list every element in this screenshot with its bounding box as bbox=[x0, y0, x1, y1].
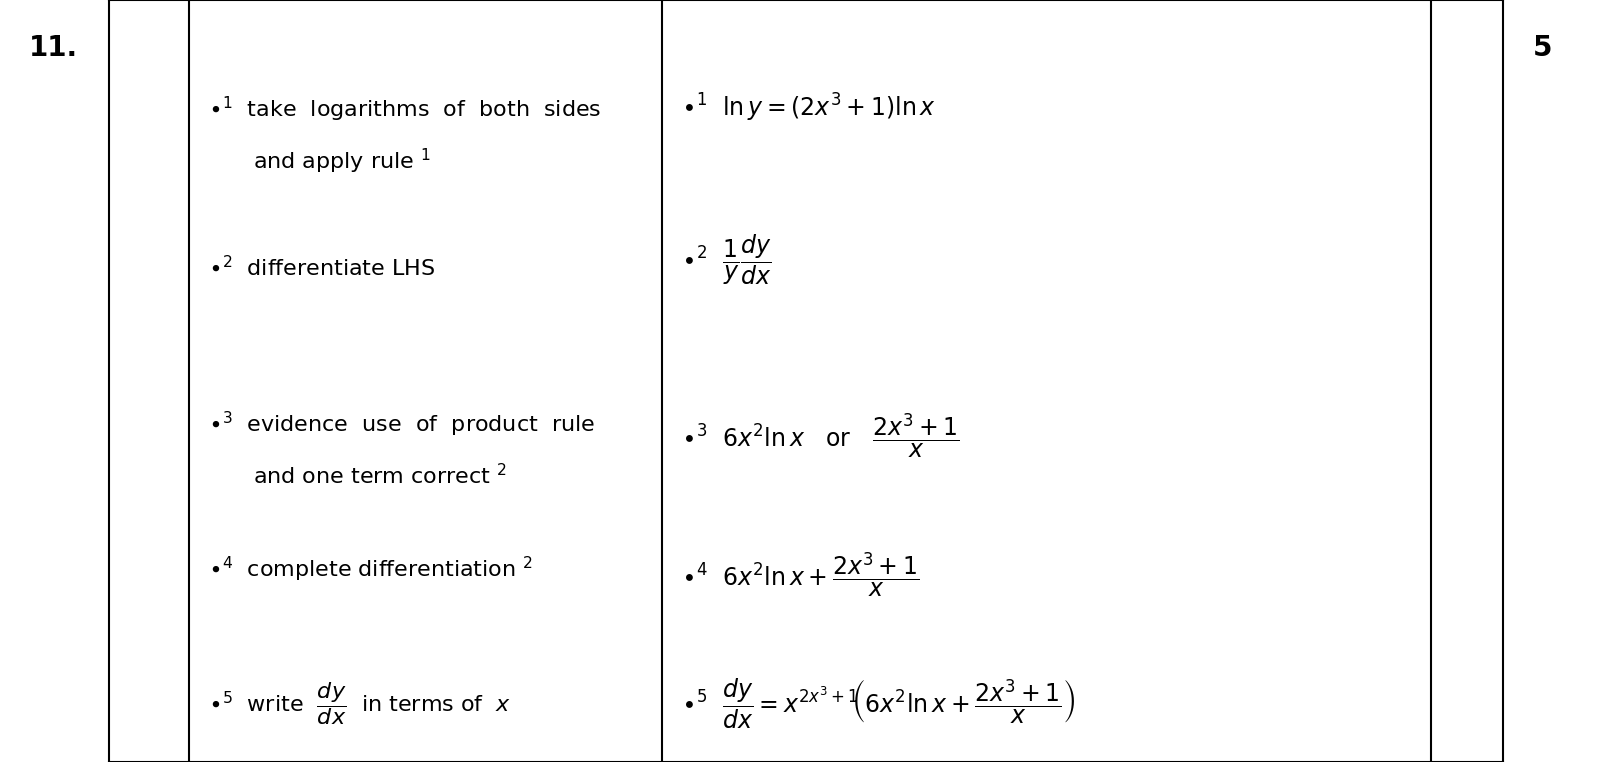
Text: $\bullet^2$  differentiate LHS: $\bullet^2$ differentiate LHS bbox=[208, 255, 436, 280]
Text: $\bullet^3$  evidence  use  of  product  rule: $\bullet^3$ evidence use of product rule bbox=[208, 410, 596, 439]
Text: 5: 5 bbox=[1533, 34, 1552, 62]
Text: $\bullet^5$  $\dfrac{dy}{dx} = x^{2x^3+1}\!\!\left(6x^2\ln x+\dfrac{2x^3+1}{x}\r: $\bullet^5$ $\dfrac{dy}{dx} = x^{2x^3+1}… bbox=[681, 677, 1075, 731]
Text: $\bullet^1$  $\ln y = \left(2x^3 + 1\right)\ln x$: $\bullet^1$ $\ln y = \left(2x^3 + 1\righ… bbox=[681, 91, 936, 123]
Text: $\bullet^5$  write  $\dfrac{dy}{dx}$  in terms of  $x$: $\bullet^5$ write $\dfrac{dy}{dx}$ in te… bbox=[208, 680, 511, 727]
Text: $\bullet^4$  $6x^2\ln x+\dfrac{2x^3+1}{x}$: $\bullet^4$ $6x^2\ln x+\dfrac{2x^3+1}{x}… bbox=[681, 550, 920, 599]
Text: $\bullet^2$  $\dfrac{1}{y}\dfrac{dy}{dx}$: $\bullet^2$ $\dfrac{1}{y}\dfrac{dy}{dx}$ bbox=[681, 232, 771, 287]
Text: $\bullet^1$  take  logarithms  of  both  sides: $\bullet^1$ take logarithms of both side… bbox=[208, 95, 602, 124]
Text: and one term correct ${}^{2}$: and one term correct ${}^{2}$ bbox=[253, 463, 508, 488]
Text: 11.: 11. bbox=[29, 34, 78, 62]
Text: and apply rule ${}^{1}$: and apply rule ${}^{1}$ bbox=[253, 146, 431, 175]
Text: $\bullet^3$  $6x^2\ln x$   or   $\dfrac{2x^3+1}{x}$: $\bullet^3$ $6x^2\ln x$ or $\dfrac{2x^3+… bbox=[681, 411, 960, 460]
Text: $\bullet^4$  complete differentiation ${}^{2}$: $\bullet^4$ complete differentiation ${}… bbox=[208, 555, 533, 584]
